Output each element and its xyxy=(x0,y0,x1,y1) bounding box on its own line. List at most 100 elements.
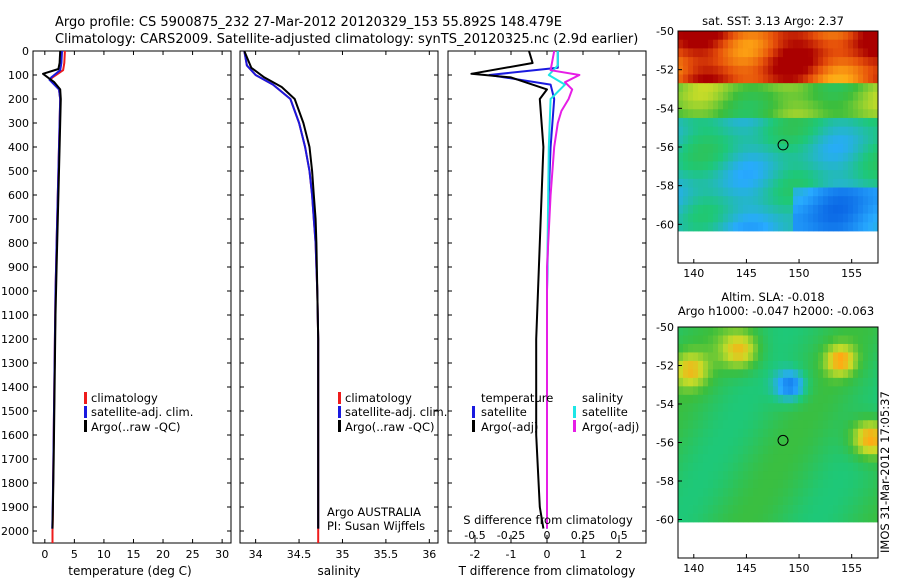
map-cell xyxy=(843,135,849,145)
map-cell xyxy=(868,135,874,145)
map-cell xyxy=(803,48,809,58)
map-cell xyxy=(678,513,684,523)
map-cell xyxy=(868,352,874,362)
map-cell xyxy=(778,204,784,215)
map-cell xyxy=(723,403,729,413)
map-cell xyxy=(783,437,789,447)
map-cell xyxy=(798,170,804,180)
map-cell xyxy=(838,196,844,206)
legend-swatch-climatology xyxy=(84,392,87,404)
map-cell xyxy=(698,335,704,345)
map-cell xyxy=(813,369,819,379)
map-cell xyxy=(698,135,704,145)
map-cell xyxy=(763,403,769,413)
map-cell xyxy=(808,352,814,362)
map-cell xyxy=(813,394,819,404)
map-cell xyxy=(688,462,694,472)
map-cell xyxy=(763,109,769,119)
map-cell xyxy=(753,100,759,110)
map-cell xyxy=(833,437,839,447)
map-cell xyxy=(858,454,864,464)
map-cell xyxy=(778,170,784,180)
map-cell xyxy=(693,496,699,506)
map-cell xyxy=(723,488,729,497)
map-cell xyxy=(698,222,704,232)
map-cell xyxy=(723,505,729,514)
map-cell xyxy=(768,386,774,396)
map-cell xyxy=(848,126,854,136)
map-cell xyxy=(828,335,834,345)
map-cell xyxy=(803,57,809,67)
map-cell xyxy=(863,437,869,447)
map-cell xyxy=(693,335,699,345)
map-cell xyxy=(693,403,699,413)
map-cell xyxy=(773,335,779,345)
map-cell xyxy=(698,496,704,506)
map-cell xyxy=(693,65,699,75)
map-cell xyxy=(728,213,734,223)
map-cell xyxy=(703,187,709,197)
map-cell xyxy=(748,65,754,75)
map-cell xyxy=(773,178,779,188)
map-cell xyxy=(773,100,779,110)
map-cell xyxy=(778,152,784,162)
imos-stamp: IMOS 31-Mar-2012 17:05:37 xyxy=(878,391,892,553)
map-cell xyxy=(693,411,699,421)
map-cell xyxy=(858,496,864,506)
map-cell xyxy=(743,462,749,472)
map-cell xyxy=(693,196,699,206)
map-cell xyxy=(873,222,879,232)
map-cell xyxy=(793,109,799,119)
x-tick-label: 0 xyxy=(41,548,48,561)
map-cell xyxy=(788,83,794,93)
map-cell xyxy=(748,178,754,188)
x-tick-label: 15 xyxy=(126,548,140,561)
map-cell xyxy=(748,360,754,370)
map-cell xyxy=(693,91,699,101)
map-cell xyxy=(843,213,849,223)
map-cell xyxy=(733,65,739,75)
map-cell xyxy=(768,91,774,101)
map-cell xyxy=(703,144,709,154)
map-cell xyxy=(778,343,784,353)
map-cell xyxy=(738,31,744,41)
map-cell xyxy=(738,445,744,455)
map-cell xyxy=(698,109,704,119)
map-cell xyxy=(738,394,744,404)
map-cell xyxy=(763,369,769,379)
map-cell xyxy=(758,178,764,188)
map-cell xyxy=(848,513,854,523)
map-cell xyxy=(698,403,704,413)
map-cell xyxy=(748,152,754,162)
map-cell xyxy=(828,479,834,489)
map-cell xyxy=(808,360,814,370)
map-cell xyxy=(733,152,739,162)
map-cell xyxy=(823,445,829,455)
map-cell xyxy=(733,57,739,67)
map-cell xyxy=(698,369,704,379)
map-cell xyxy=(848,83,854,93)
map-cell xyxy=(698,100,704,110)
map-cell xyxy=(808,48,814,58)
map-cell xyxy=(723,386,729,396)
map-cell xyxy=(753,488,759,497)
map-cell xyxy=(768,144,774,154)
map-cell xyxy=(843,152,849,162)
map-cell xyxy=(758,335,764,345)
map-cell xyxy=(813,377,819,387)
map-cell xyxy=(768,126,774,136)
map-cell xyxy=(868,213,874,223)
map-cell xyxy=(783,394,789,404)
map-cell xyxy=(833,445,839,455)
map-cell xyxy=(863,83,869,93)
map-cell xyxy=(858,411,864,421)
map-cell xyxy=(733,117,739,128)
map-cell xyxy=(803,91,809,101)
map-cell xyxy=(728,377,734,387)
map-cell xyxy=(723,187,729,197)
map-cell xyxy=(783,369,789,379)
map-cell xyxy=(698,505,704,514)
map-cell xyxy=(868,187,874,197)
map-cell xyxy=(873,91,879,101)
map-cell xyxy=(873,196,879,206)
